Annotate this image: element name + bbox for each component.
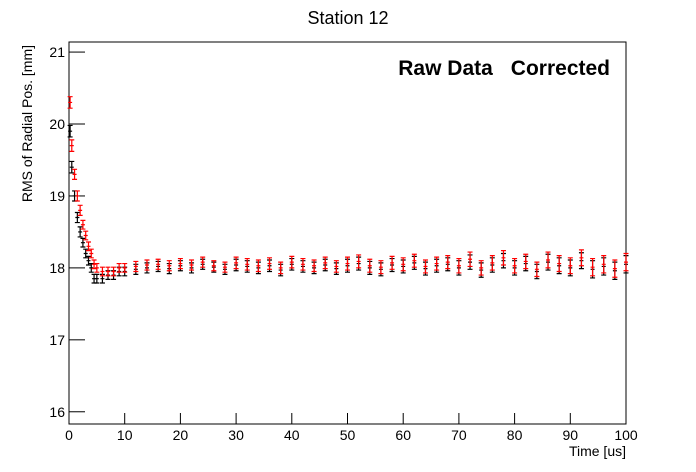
- error-bar: [74, 190, 80, 202]
- error-bar: [378, 260, 384, 275]
- chart-title: Station 12: [307, 8, 388, 28]
- error-bar: [467, 251, 473, 268]
- error-bar: [278, 261, 284, 275]
- error-bar: [578, 249, 584, 267]
- error-bar: [211, 260, 217, 272]
- x-tick-label: 80: [507, 427, 523, 443]
- error-bar: [72, 168, 78, 181]
- x-tick-label: 40: [284, 427, 300, 443]
- error-bar: [77, 204, 83, 216]
- x-tick-label: 50: [340, 427, 356, 443]
- error-bar: [434, 256, 440, 271]
- x-tick-label: 70: [451, 427, 467, 443]
- error-bar: [80, 237, 86, 248]
- error-bar: [67, 96, 73, 109]
- error-bar: [322, 256, 328, 270]
- error-bar: [91, 273, 97, 284]
- error-bar: [244, 257, 250, 271]
- legend-entry: Corrected: [511, 57, 610, 80]
- error-bar: [523, 253, 529, 270]
- error-bar: [545, 251, 551, 269]
- x-tick-label: 20: [173, 427, 189, 443]
- y-tick-label: 21: [49, 44, 65, 60]
- error-bar: [500, 250, 506, 266]
- x-axis-label: Time [us]: [569, 443, 626, 459]
- error-bar: [601, 255, 607, 274]
- x-tick-label: 0: [65, 427, 73, 443]
- error-bar: [144, 259, 150, 271]
- error-bar: [556, 255, 562, 273]
- error-bar: [69, 160, 75, 174]
- error-bar: [411, 253, 417, 268]
- error-bar: [189, 259, 195, 271]
- error-bar: [88, 262, 94, 273]
- x-tick-label: 10: [117, 427, 133, 443]
- error-bar: [590, 257, 596, 277]
- error-bar: [67, 124, 73, 138]
- error-bar: [94, 273, 100, 284]
- error-bar: [489, 255, 495, 271]
- error-bar: [445, 255, 451, 270]
- error-bar: [133, 260, 139, 273]
- y-tick-label: 20: [49, 116, 65, 132]
- x-tick-label: 100: [614, 427, 638, 443]
- y-tick-label: 17: [49, 332, 65, 348]
- error-bar: [88, 248, 94, 259]
- error-bar: [122, 262, 128, 273]
- error-bar: [400, 257, 406, 272]
- error-bar: [356, 254, 362, 269]
- error-bar: [289, 255, 295, 269]
- error-bar: [612, 259, 618, 278]
- error-bar: [69, 139, 75, 152]
- x-tick-label: 90: [563, 427, 579, 443]
- error-bar: [222, 261, 228, 273]
- error-bar: [233, 256, 239, 270]
- error-bar: [422, 259, 428, 274]
- error-bar: [512, 257, 518, 274]
- x-tick-label: 60: [395, 427, 411, 443]
- error-bar: [116, 262, 122, 273]
- error-bar: [83, 230, 89, 241]
- error-bar: [111, 266, 117, 277]
- error-bar: [389, 255, 395, 270]
- y-axis-label: RMS of Radial Pos. [mm]: [19, 45, 35, 202]
- x-tick-label: 30: [228, 427, 244, 443]
- legend-entry: Raw Data: [398, 57, 493, 80]
- error-bar: [99, 266, 105, 277]
- error-bar: [333, 260, 339, 273]
- error-bar: [567, 257, 573, 275]
- error-bar: [311, 259, 317, 273]
- error-bar: [534, 261, 540, 278]
- error-bar: [94, 262, 100, 273]
- y-tick-label: 19: [49, 188, 65, 204]
- error-bar: [74, 211, 80, 224]
- y-tick-label: 18: [49, 260, 65, 276]
- error-bar: [83, 248, 89, 259]
- error-bar: [267, 257, 273, 270]
- error-bar: [155, 258, 161, 270]
- error-bar: [77, 226, 83, 238]
- error-bar: [345, 256, 350, 271]
- error-bar: [367, 258, 373, 273]
- y-tick-label: 16: [49, 404, 65, 420]
- error-bar: [177, 257, 183, 270]
- error-bar: [80, 219, 86, 230]
- error-bar: [85, 241, 91, 252]
- error-bar: [91, 259, 97, 270]
- error-bar: [200, 256, 206, 268]
- error-bar: [456, 257, 462, 274]
- error-bar: [300, 257, 306, 271]
- error-bar: [623, 252, 629, 272]
- error-bar: [105, 266, 111, 277]
- error-bar: [166, 260, 172, 272]
- error-bar: [478, 260, 484, 276]
- error-bar: [85, 255, 91, 266]
- error-bar: [255, 259, 261, 273]
- error-bar: [72, 190, 78, 202]
